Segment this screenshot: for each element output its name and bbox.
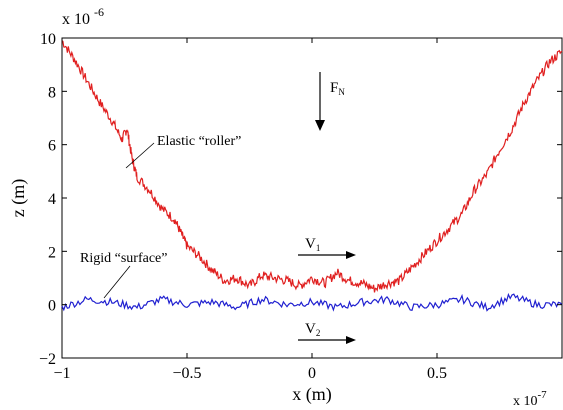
v1-arrow-icon [346,251,356,259]
annotation-fn: FN [330,80,345,97]
series-line-elastic-roller [61,40,563,293]
annotation-leader-surface [103,265,131,299]
series-line-rigid-surface [61,292,563,312]
y-tick-label: 8 [48,84,56,101]
y-multiplier: x 10 -6 [62,5,104,28]
x-tick-label: 0 [308,365,316,382]
annotation-v1: V1 [305,236,320,253]
annotation-rigid-surface: Rigid “surface” [80,251,167,266]
v2-arrow-icon [346,336,356,344]
annotation-elastic-roller: Elastic “roller” [157,134,241,149]
y-tick-label: 4 [48,191,56,208]
y-tick-label: 6 [48,138,56,155]
x-tick-label: −0.5 [172,365,201,382]
y-tick-label: 2 [48,244,56,261]
y-axis-label: z (m) [8,179,29,217]
fn-arrow-icon [315,120,325,131]
x-tick-label: 0.5 [427,365,447,382]
x-tick-label: −1 [53,365,70,382]
annotation-leader-roller [125,142,155,169]
annotation-v2: V2 [305,321,320,338]
x-multiplier: x 10-7 [513,389,547,409]
x-axis-label: x (m) [292,384,332,405]
y-tick-label: 0 [48,298,56,315]
y-tick-label: −2 [39,351,56,368]
y-tick-label: 10 [40,31,56,48]
